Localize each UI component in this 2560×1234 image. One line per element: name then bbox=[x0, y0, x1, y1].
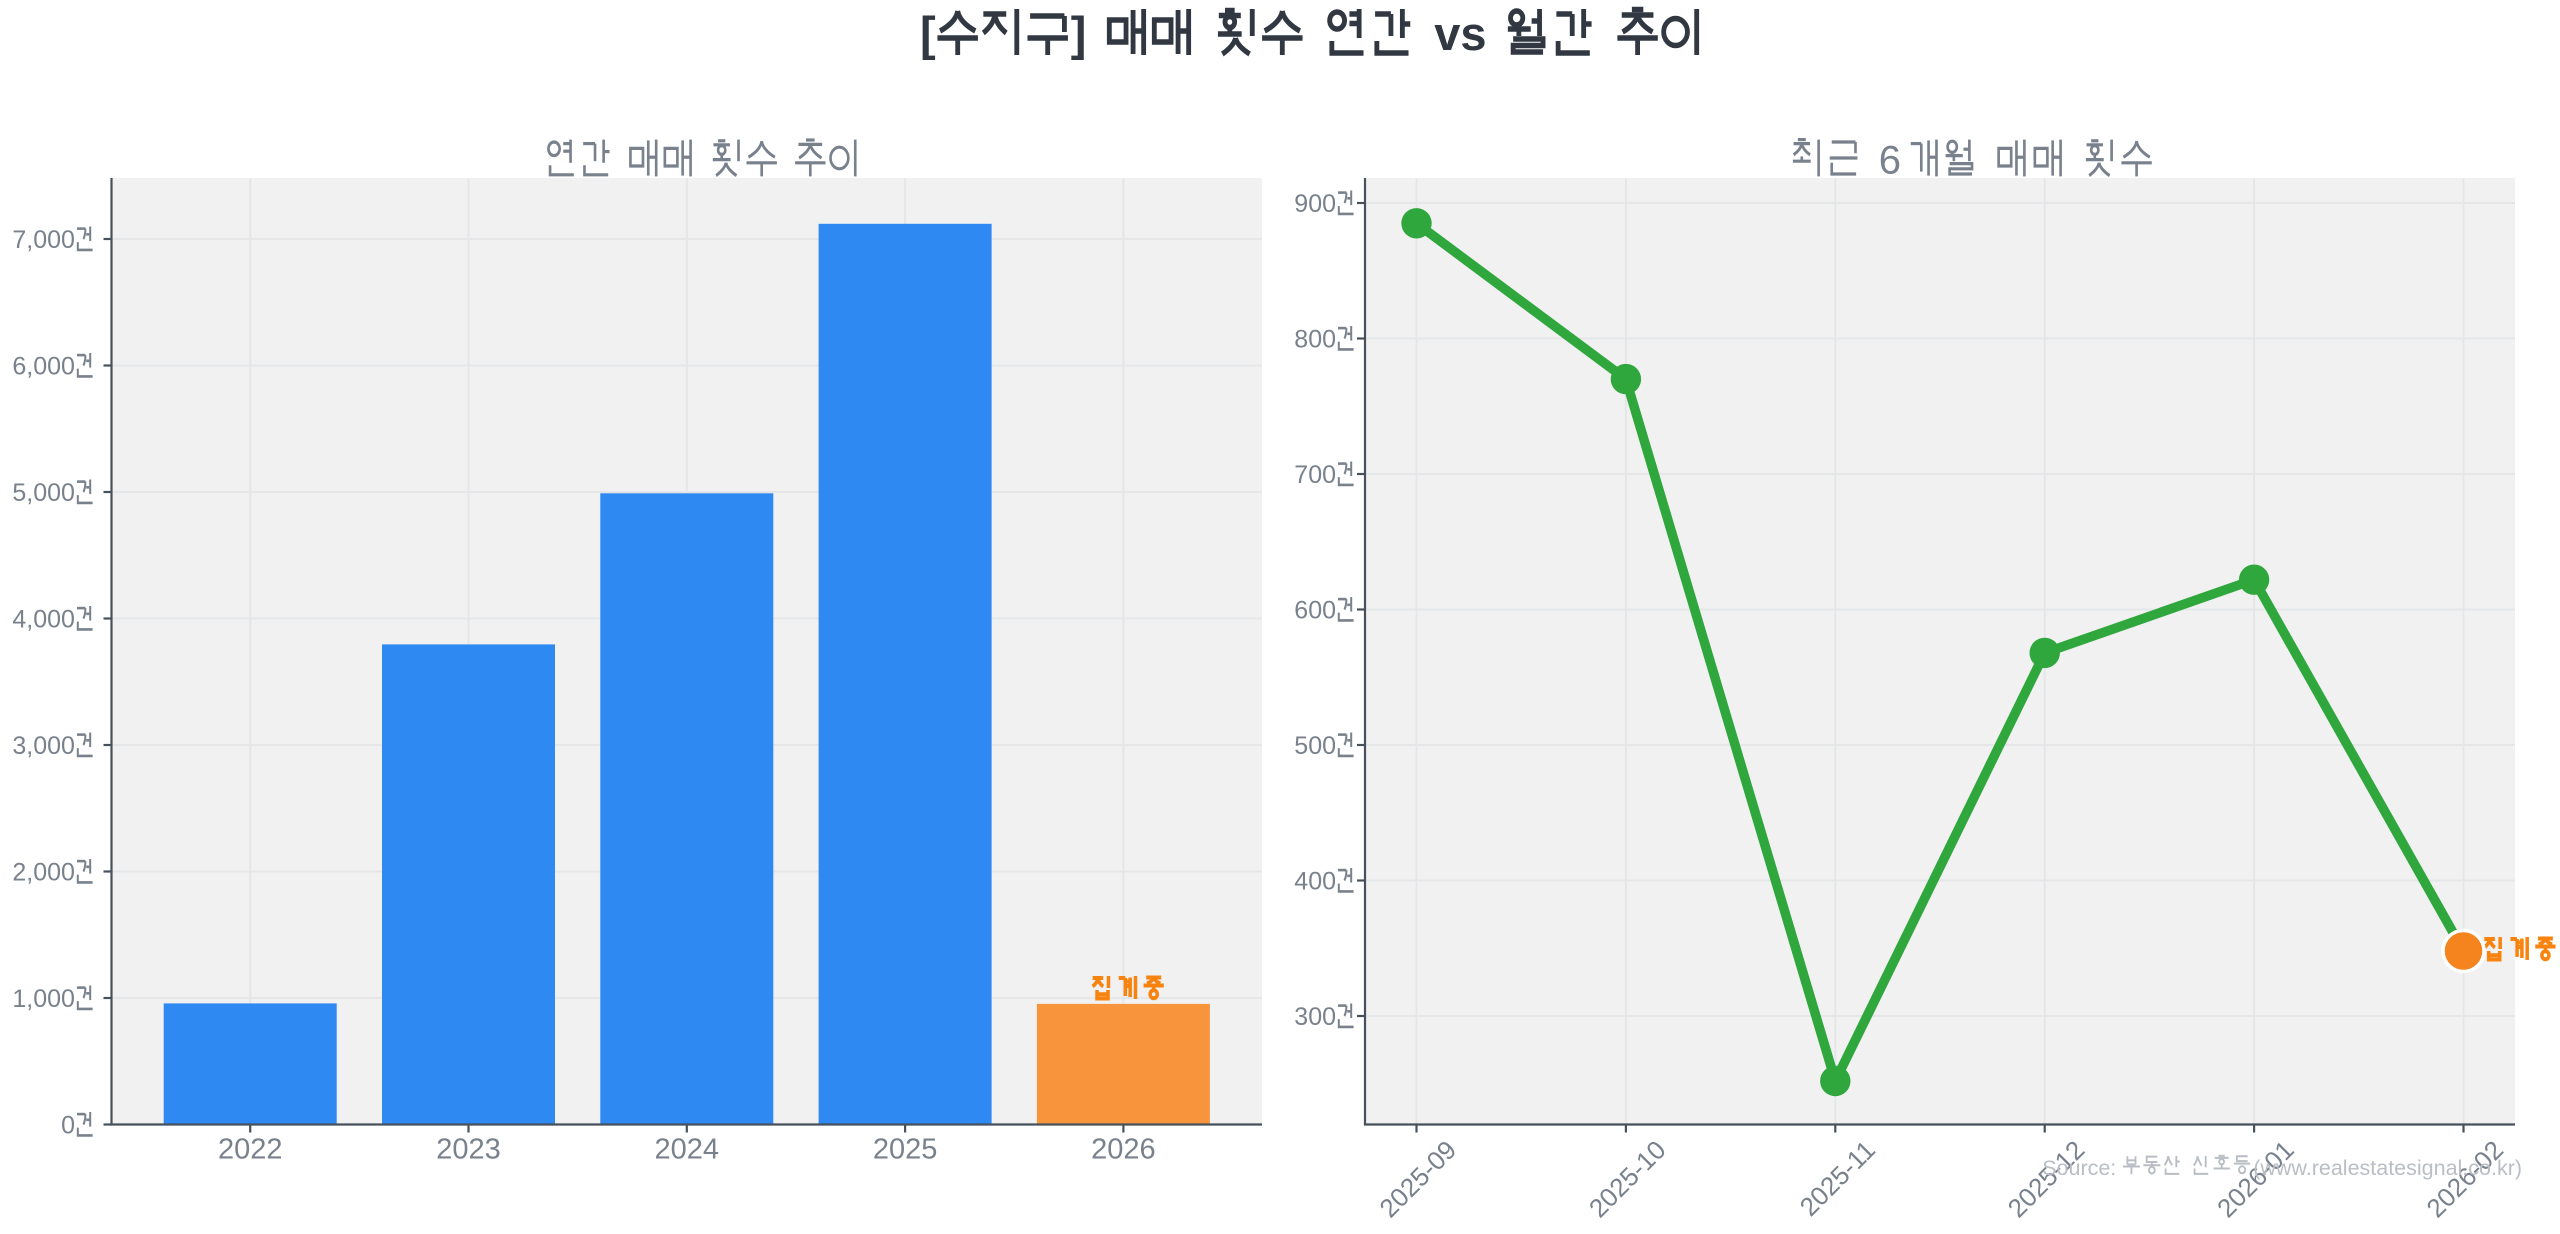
svg-text:900: 900 bbox=[1294, 190, 1336, 218]
svg-text:[: [ bbox=[920, 7, 936, 60]
svg-text:2023: 2023 bbox=[436, 1134, 501, 1166]
svg-text:700: 700 bbox=[1294, 461, 1336, 489]
svg-text:vs: vs bbox=[1434, 7, 1486, 60]
svg-text:5,000: 5,000 bbox=[12, 479, 75, 507]
svg-text:]: ] bbox=[1071, 7, 1087, 60]
svg-text:6: 6 bbox=[1879, 139, 1901, 183]
svg-text:2025: 2025 bbox=[873, 1134, 938, 1166]
svg-text:2022: 2022 bbox=[218, 1134, 283, 1166]
svg-text:0: 0 bbox=[61, 1112, 75, 1140]
svg-text:2026: 2026 bbox=[1091, 1134, 1156, 1166]
svg-text:4,000: 4,000 bbox=[12, 606, 75, 634]
svg-text:Source:: Source: bbox=[2042, 1156, 2116, 1180]
svg-text:1,000: 1,000 bbox=[12, 985, 75, 1013]
svg-text:500: 500 bbox=[1294, 732, 1336, 760]
svg-text:300: 300 bbox=[1294, 1003, 1336, 1031]
svg-text:2,000: 2,000 bbox=[12, 859, 75, 887]
svg-text:(www.realestatesignal.co.kr): (www.realestatesignal.co.kr) bbox=[2253, 1156, 2522, 1180]
svg-text:2024: 2024 bbox=[655, 1134, 720, 1166]
svg-text:3,000: 3,000 bbox=[12, 732, 75, 760]
svg-text:800: 800 bbox=[1294, 326, 1336, 354]
svg-text:7,000: 7,000 bbox=[12, 226, 75, 254]
svg-text:400: 400 bbox=[1294, 868, 1336, 896]
svg-text:6,000: 6,000 bbox=[12, 353, 75, 381]
svg-text:600: 600 bbox=[1294, 597, 1336, 625]
